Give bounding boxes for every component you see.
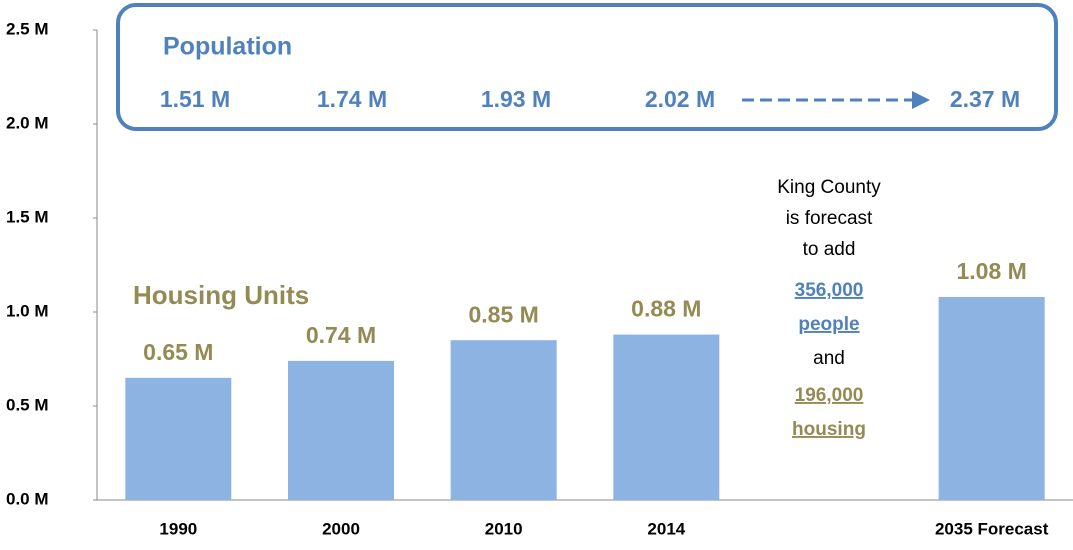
value-label: 0.74 M xyxy=(306,322,376,348)
annotation: 196,000 xyxy=(795,385,864,406)
annotation: is forecast xyxy=(786,208,873,229)
value-label: 0.65 M xyxy=(143,339,213,365)
y-tick-label: 1.5 M xyxy=(6,207,49,226)
population-title: Population xyxy=(163,33,292,61)
value-label: 0.85 M xyxy=(469,301,539,327)
population-label: 2.37 M xyxy=(950,86,1020,112)
y-tick-label: 2.0 M xyxy=(6,113,49,132)
x-tick-label: 2010 xyxy=(485,519,523,538)
y-tick-label: 2.5 M xyxy=(6,19,49,38)
population-label: 1.74 M xyxy=(317,86,387,112)
bar xyxy=(288,360,394,500)
value-label: 0.88 M xyxy=(631,296,701,322)
arrow-head xyxy=(912,91,930,109)
annotation: housing xyxy=(792,419,866,440)
x-tick-label: 2014 xyxy=(647,519,685,538)
annotation: King County xyxy=(777,177,881,198)
value-label: 1.08 M xyxy=(957,258,1027,284)
bar xyxy=(450,340,557,500)
annotation: and xyxy=(813,348,845,369)
y-tick-label: 0.5 M xyxy=(6,395,49,414)
annotation: 356,000 xyxy=(795,280,864,301)
x-tick-label: 1990 xyxy=(159,519,197,538)
population-label: 1.93 M xyxy=(481,86,551,112)
bar xyxy=(938,296,1045,500)
population-label: 2.02 M xyxy=(645,86,715,112)
annotation: to add xyxy=(803,239,856,260)
y-tick-label: 1.0 M xyxy=(6,301,49,320)
population-box xyxy=(116,3,1058,131)
annotation: people xyxy=(798,314,859,335)
bar xyxy=(125,377,232,500)
x-tick-label: 2035 Forecast xyxy=(935,519,1049,538)
bar xyxy=(613,334,720,500)
series-label: Housing Units xyxy=(133,280,309,310)
x-tick-label: 2000 xyxy=(322,519,360,538)
population-label: 1.51 M xyxy=(160,86,230,112)
y-tick-label: 0.0 M xyxy=(6,489,49,508)
